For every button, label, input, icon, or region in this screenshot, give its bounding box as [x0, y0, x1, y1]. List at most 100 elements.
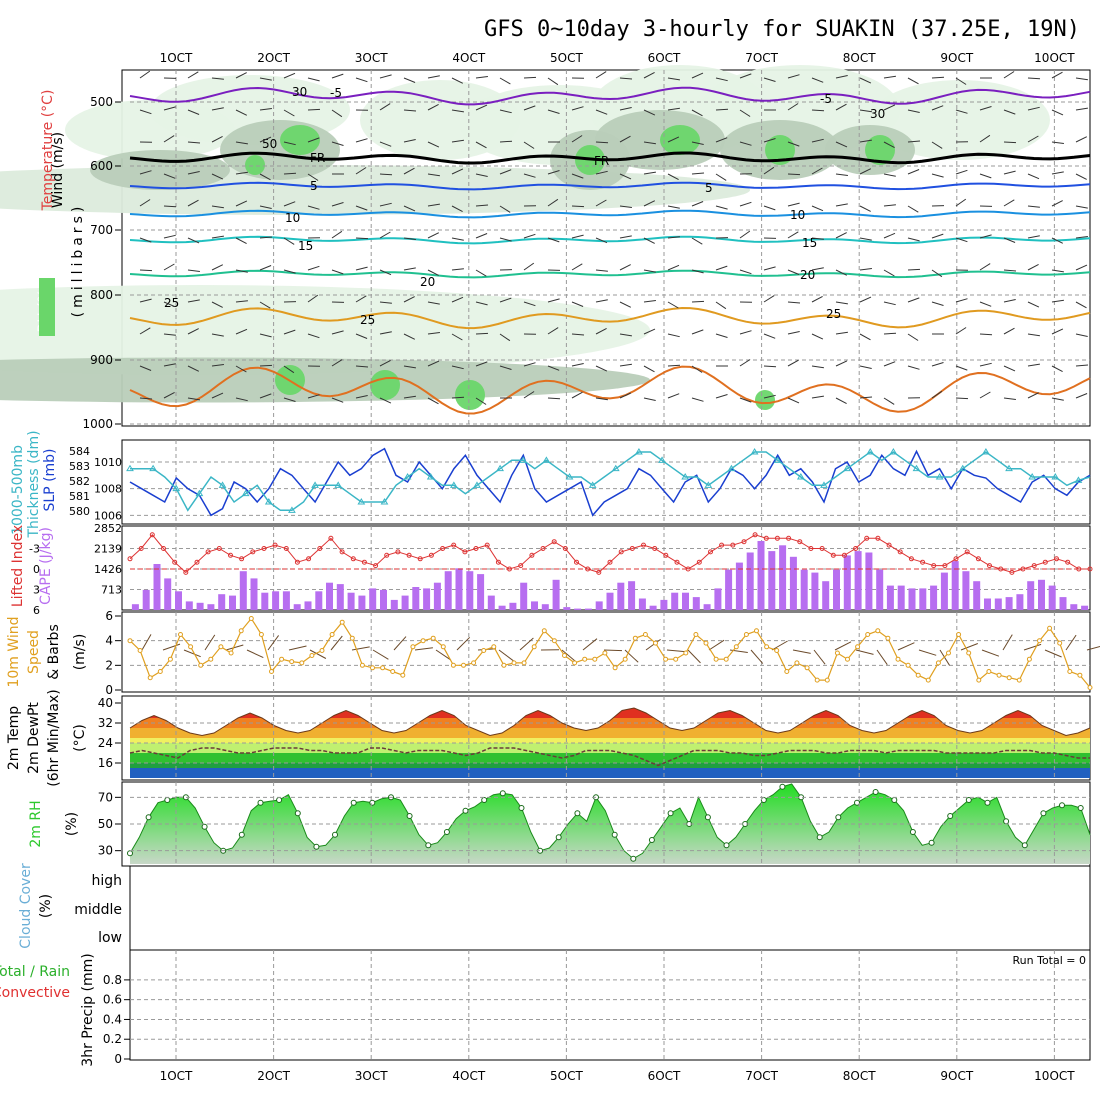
li-marker: [261, 546, 267, 551]
wind10-marker: [137, 648, 143, 653]
run-total: Run Total = 0: [1013, 954, 1087, 967]
thickness-tick: 580: [69, 505, 90, 518]
wind10-marker: [1077, 672, 1083, 678]
isotherm-label: 50: [262, 137, 277, 151]
wind10-marker: [764, 644, 770, 650]
thickness-marker: [889, 448, 898, 455]
rh-blob: [245, 155, 265, 175]
rh2m-marker: [276, 797, 283, 803]
li-marker: [540, 546, 546, 551]
cape-bar: [703, 604, 711, 610]
li-marker: [529, 552, 535, 558]
li-marker: [808, 546, 814, 551]
rh-blob: [455, 380, 485, 410]
li-marker: [786, 535, 792, 541]
wind-barb: [1003, 71, 1015, 79]
wind10-marker: [673, 656, 679, 662]
rh2m-marker: [574, 810, 581, 817]
wind-barb: [211, 107, 224, 111]
cape-bar: [811, 572, 819, 610]
wind-barb: [739, 359, 751, 367]
x-tick-bottom: 9OCT: [940, 1069, 973, 1083]
thickness-marker: [126, 464, 134, 472]
rh-blob: [865, 135, 895, 165]
wind10-label-3: & Barbs: [46, 624, 62, 680]
li-marker: [507, 566, 512, 572]
thickness-marker: [449, 481, 458, 488]
wind-barb: [259, 205, 272, 209]
cape-axis-label: CAPE (J/kg): [38, 527, 54, 605]
cape-bar: [369, 588, 377, 610]
cape-bar: [768, 551, 776, 610]
cape-bar: [1059, 597, 1067, 610]
wind-barb: [163, 391, 175, 399]
x-tick-bottom: 1OCT: [160, 1069, 193, 1083]
rh2m-marker: [257, 799, 264, 806]
li-marker: [462, 549, 468, 555]
wind-barb: [787, 202, 800, 207]
wind-barb: [619, 205, 632, 208]
wind10-barb: [141, 634, 152, 651]
rh2m-marker: [704, 814, 711, 821]
wind10-barb: [162, 643, 181, 651]
wind-barb: [547, 77, 559, 86]
rh-shading: [0, 65, 1050, 410]
wind-barb: [139, 298, 152, 303]
cape-bar: [649, 605, 657, 610]
rh-blob: [220, 120, 340, 180]
rh-blob: [765, 135, 795, 165]
wind10-marker: [925, 677, 931, 683]
wind-barb: [283, 172, 297, 175]
wind-barb: [931, 362, 944, 367]
wind-barb: [379, 231, 391, 239]
li-marker: [373, 563, 379, 569]
wind-barb: [283, 201, 296, 207]
wind-barb: [451, 168, 464, 175]
cloud-block: [526, 880, 538, 892]
wind10-barb: [183, 649, 201, 658]
wind-barb: [979, 106, 992, 111]
wind-barb: [283, 329, 296, 335]
cape-bar: [412, 587, 420, 610]
wind10-barb: [792, 649, 811, 654]
cape-bar: [735, 562, 743, 610]
cape-bar: [326, 582, 333, 610]
x-tick-bottom: 6OCT: [648, 1069, 681, 1083]
wind10-marker: [743, 632, 749, 637]
rh2m-grid: [130, 782, 1090, 866]
wind-barb: [859, 296, 872, 303]
wind-barb: [571, 263, 583, 271]
wind-barb: [955, 237, 968, 243]
thickness-marker: [311, 481, 319, 488]
wind10-marker: [895, 656, 901, 662]
wind-barb: [883, 141, 895, 149]
wind10-grid: [130, 612, 1090, 692]
li-marker: [216, 546, 222, 551]
cloud-block: [268, 889, 304, 891]
cape-tick: 2852: [94, 522, 122, 535]
wind-barb: [211, 264, 224, 271]
wind-barb: [331, 359, 343, 367]
wind-barb: [235, 269, 248, 273]
wind10-barb: [708, 639, 725, 651]
wind-barb: [307, 333, 320, 339]
wind10-barb: [1086, 645, 1100, 651]
rh2m-label: 2m RH: [28, 800, 44, 847]
wind-barb: [883, 301, 896, 306]
y-tick-label: 30: [98, 844, 113, 858]
cape-bar: [682, 592, 689, 610]
rh2m-marker: [1059, 802, 1065, 809]
wind10-marker: [450, 662, 456, 668]
wind-barb: [211, 333, 224, 337]
rh2m-marker: [947, 813, 954, 819]
lifted-index-line: [127, 532, 1093, 575]
wind-barb: [1027, 333, 1040, 337]
wind-barb: [931, 233, 944, 239]
cape-bar: [541, 604, 549, 610]
li-marker: [1076, 566, 1082, 572]
cape-bar: [164, 578, 172, 610]
y-tick-label: 2: [105, 658, 113, 672]
li-marker: [797, 539, 803, 545]
y-tick-label: 40: [98, 696, 113, 710]
cape-bar: [455, 568, 463, 610]
